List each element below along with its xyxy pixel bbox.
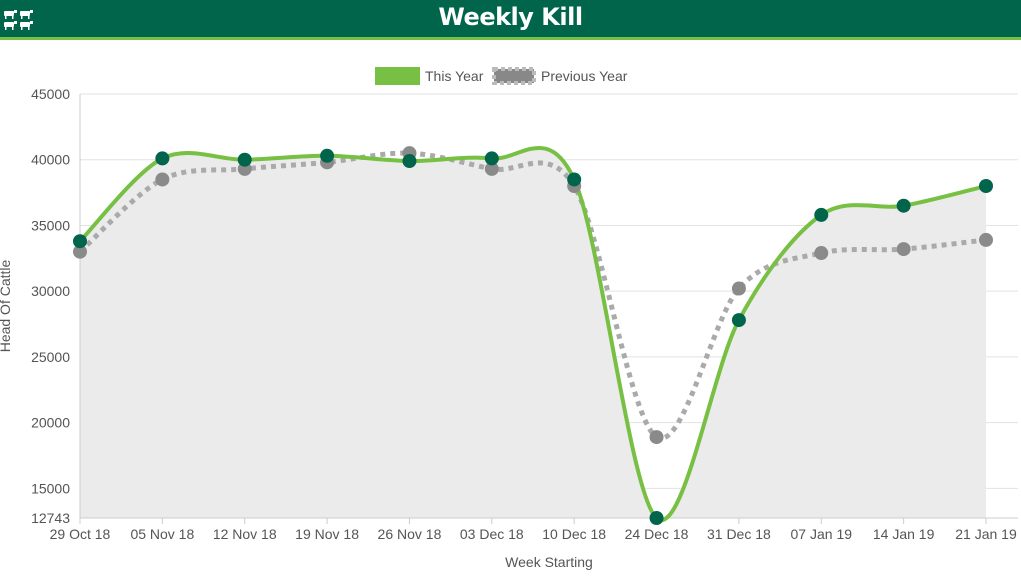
data-point-this-year[interactable]: [731, 313, 746, 328]
markers-this-year: [73, 148, 993, 525]
y-tick-label: 40000: [31, 152, 70, 168]
data-point-previous-year[interactable]: [649, 430, 664, 445]
y-tick-label: 25000: [31, 349, 70, 365]
data-point-this-year[interactable]: [320, 148, 335, 163]
data-point-this-year[interactable]: [979, 179, 993, 194]
data-point-previous-year[interactable]: [979, 232, 993, 247]
data-point-this-year[interactable]: [155, 151, 170, 166]
data-point-this-year[interactable]: [896, 198, 911, 213]
cattle-icon: [4, 10, 33, 30]
x-tick-label: 21 Jan 19: [955, 526, 1017, 542]
y-tick-label: 35000: [31, 217, 70, 233]
page-title: Weekly Kill: [438, 3, 583, 31]
y-tick-label: 15000: [31, 480, 70, 496]
x-axis-label: Week Starting: [505, 554, 593, 570]
data-point-this-year[interactable]: [484, 151, 499, 166]
area-this-year: [80, 147, 986, 521]
y-tick-label: 30000: [31, 283, 70, 299]
data-point-this-year[interactable]: [73, 234, 87, 249]
data-point-this-year[interactable]: [649, 511, 664, 525]
data-point-previous-year[interactable]: [814, 246, 829, 261]
data-point-previous-year[interactable]: [731, 281, 746, 296]
x-axis-ticks: 29 Oct 18 05 Nov 18 12 Nov 18 19 Nov 18 26 N…: [50, 518, 1017, 542]
y-axis-label: Head Of Cattle: [0, 259, 13, 352]
legend-label-this-year: This Year: [425, 68, 484, 84]
legend: This Year Previous Year: [375, 67, 628, 85]
data-point-previous-year[interactable]: [155, 172, 170, 187]
legend-label-previous-year: Previous Year: [541, 68, 628, 84]
x-tick-label: 12 Nov 18: [213, 526, 277, 542]
legend-swatch-previous-year: [492, 67, 536, 85]
weekly-kill-chart: 12743 15000 20000 25000 30000 35000 40000 45000…: [0, 67, 1018, 570]
x-tick-label: 03 Dec 18: [460, 526, 524, 542]
x-tick-label: 24 Dec 18: [625, 526, 689, 542]
y-tick-label: 45000: [31, 86, 70, 102]
x-tick-label: 05 Nov 18: [130, 526, 194, 542]
data-point-previous-year[interactable]: [73, 244, 87, 259]
y-tick-label: 20000: [31, 415, 70, 431]
y-axis-ticks: 12743 15000 20000 25000 30000 35000 40000 45000: [31, 86, 70, 526]
x-tick-label: 29 Oct 18: [50, 526, 111, 542]
x-tick-label: 31 Dec 18: [707, 526, 771, 542]
data-point-this-year[interactable]: [237, 152, 252, 167]
data-point-this-year[interactable]: [814, 207, 829, 222]
x-tick-label: 26 Nov 18: [378, 526, 442, 542]
x-tick-label: 10 Dec 18: [542, 526, 606, 542]
x-tick-label: 07 Jan 19: [791, 526, 853, 542]
data-point-previous-year[interactable]: [896, 242, 911, 257]
legend-item-this-year[interactable]: This Year: [375, 67, 484, 85]
data-point-this-year[interactable]: [402, 154, 417, 169]
y-tick-label: 12743: [31, 510, 70, 526]
data-point-previous-year[interactable]: [484, 161, 499, 176]
header-bar: Weekly Kill: [0, 0, 1021, 40]
x-tick-label: 19 Nov 18: [295, 526, 359, 542]
legend-item-previous-year[interactable]: Previous Year: [492, 67, 628, 85]
data-point-this-year[interactable]: [567, 172, 582, 187]
legend-swatch-this-year: [375, 67, 420, 85]
x-tick-label: 14 Jan 19: [873, 526, 935, 542]
